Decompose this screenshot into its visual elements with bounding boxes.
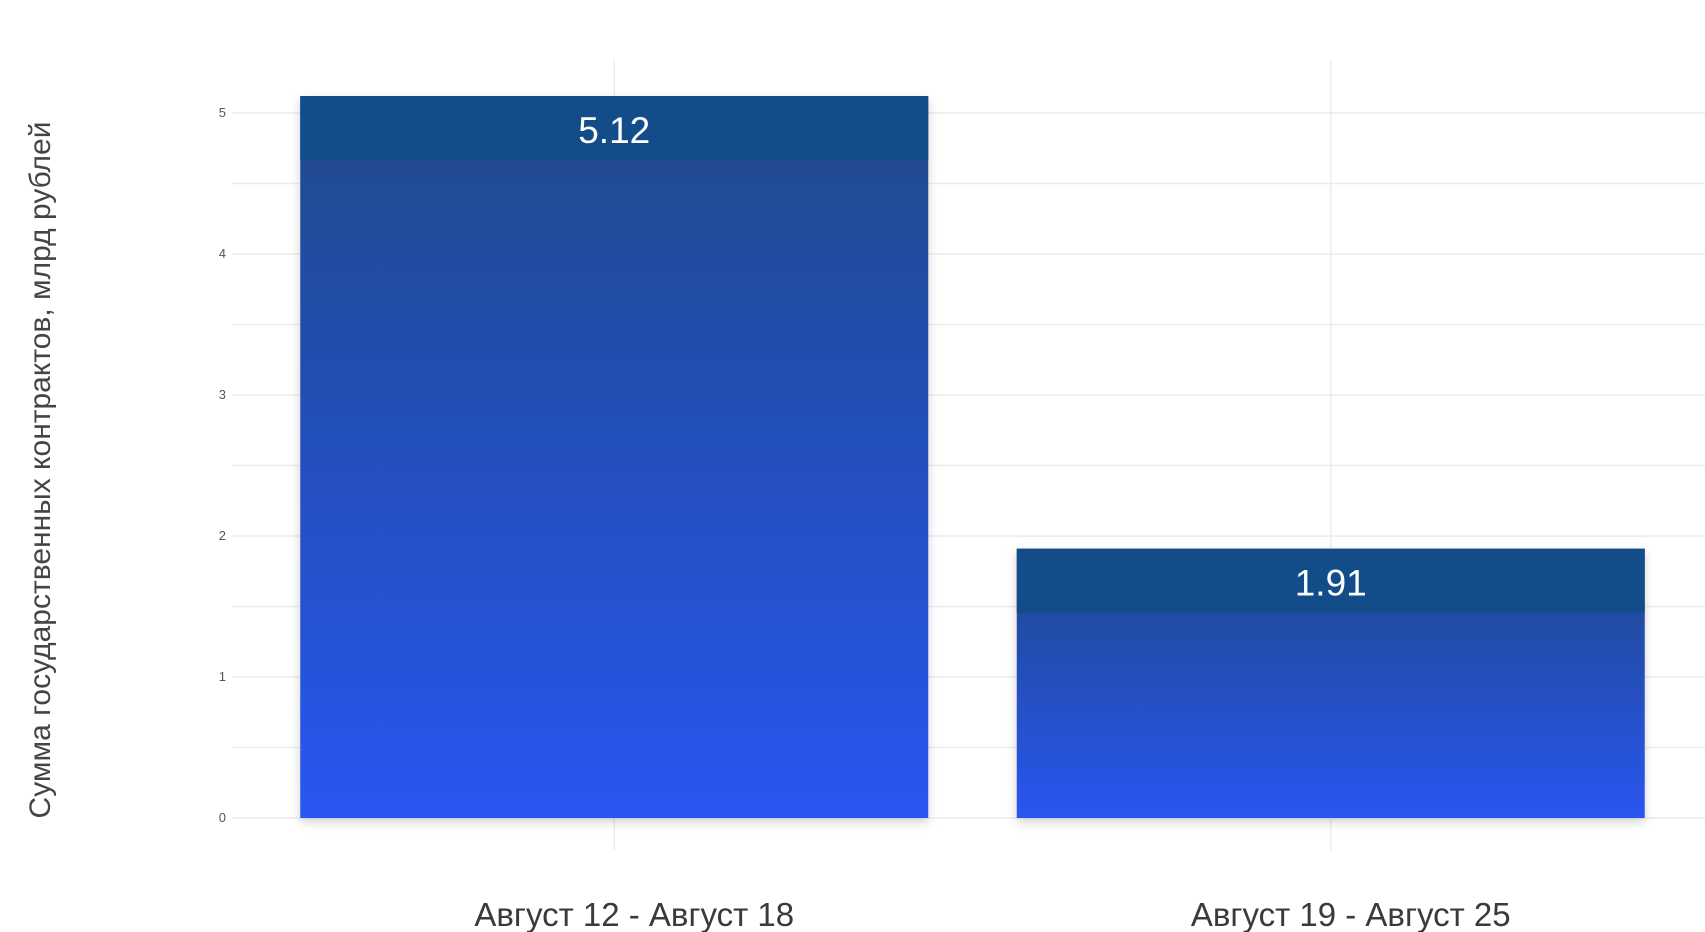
bars bbox=[300, 96, 1645, 818]
y-tick-label: 3 bbox=[219, 387, 226, 402]
y-tick-label: 0 bbox=[219, 810, 226, 825]
x-category-label: Август 12 - Август 18 bbox=[474, 896, 794, 932]
bar-top-band bbox=[300, 96, 929, 161]
x-category-label: Август 19 - Август 25 bbox=[1191, 896, 1511, 932]
y-axis-ticks: 0 1 2 3 4 5 bbox=[219, 105, 226, 825]
y-tick-label: 1 bbox=[219, 669, 226, 684]
y-tick-label: 2 bbox=[219, 528, 226, 543]
labels: 5.12 Август 12 - Август 18 1.91 Август 19 -… bbox=[474, 110, 1510, 932]
bar-value-label: 5.12 bbox=[578, 110, 650, 151]
y-tick-label: 5 bbox=[219, 105, 226, 120]
bar-value-label: 1.91 bbox=[1295, 563, 1367, 604]
y-axis-label: Сумма государственных контрактов, млрд р… bbox=[24, 122, 57, 819]
y-tick-label: 4 bbox=[219, 246, 226, 261]
bar bbox=[300, 96, 929, 818]
bar-top-band bbox=[1016, 548, 1645, 613]
